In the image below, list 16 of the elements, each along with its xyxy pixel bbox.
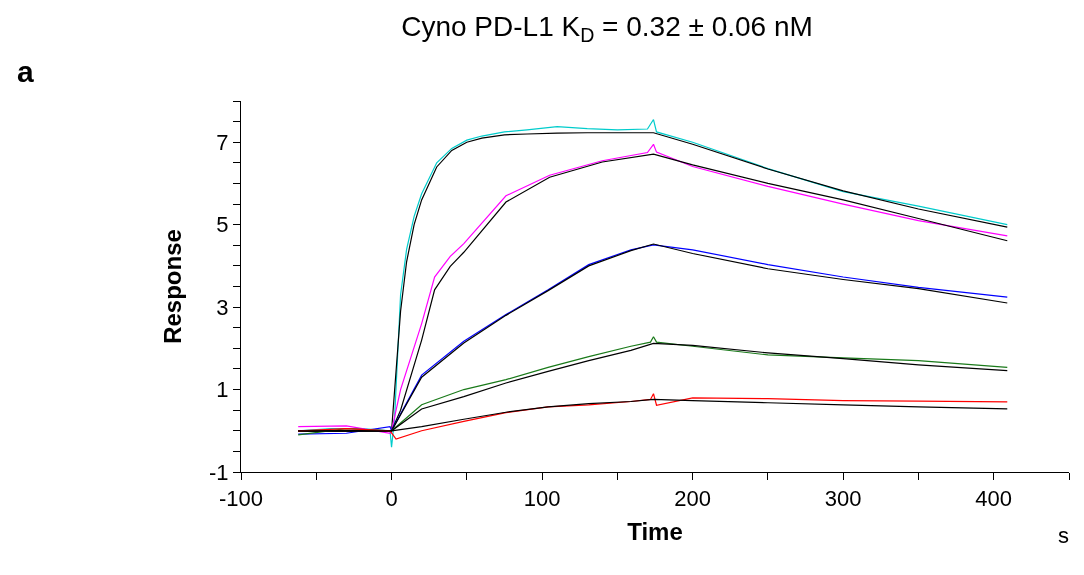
x-tick-label: 0	[385, 486, 398, 512]
x-axis-title: Time	[627, 517, 683, 545]
x-tick-label: 200	[674, 486, 711, 512]
y-axis-title: Response	[159, 229, 187, 344]
y-tick-label: 7	[216, 129, 229, 155]
y-tick-label: -1	[209, 459, 229, 485]
chart-title: Cyno PD-L1 K$_{D}$ = 0.32 ± 0.06 nM	[401, 10, 813, 46]
text: a	[17, 55, 34, 88]
y-tick-label: 1	[216, 377, 229, 403]
y-tick-label: 3	[216, 294, 229, 320]
y-tick-label: 5	[216, 212, 229, 238]
x-tick-label: 300	[824, 486, 862, 512]
x-tick-label: 100	[523, 486, 561, 512]
x-tick-label: -100	[218, 486, 264, 512]
text: s	[1058, 523, 1069, 548]
x-tick-label: 400	[975, 486, 1013, 512]
